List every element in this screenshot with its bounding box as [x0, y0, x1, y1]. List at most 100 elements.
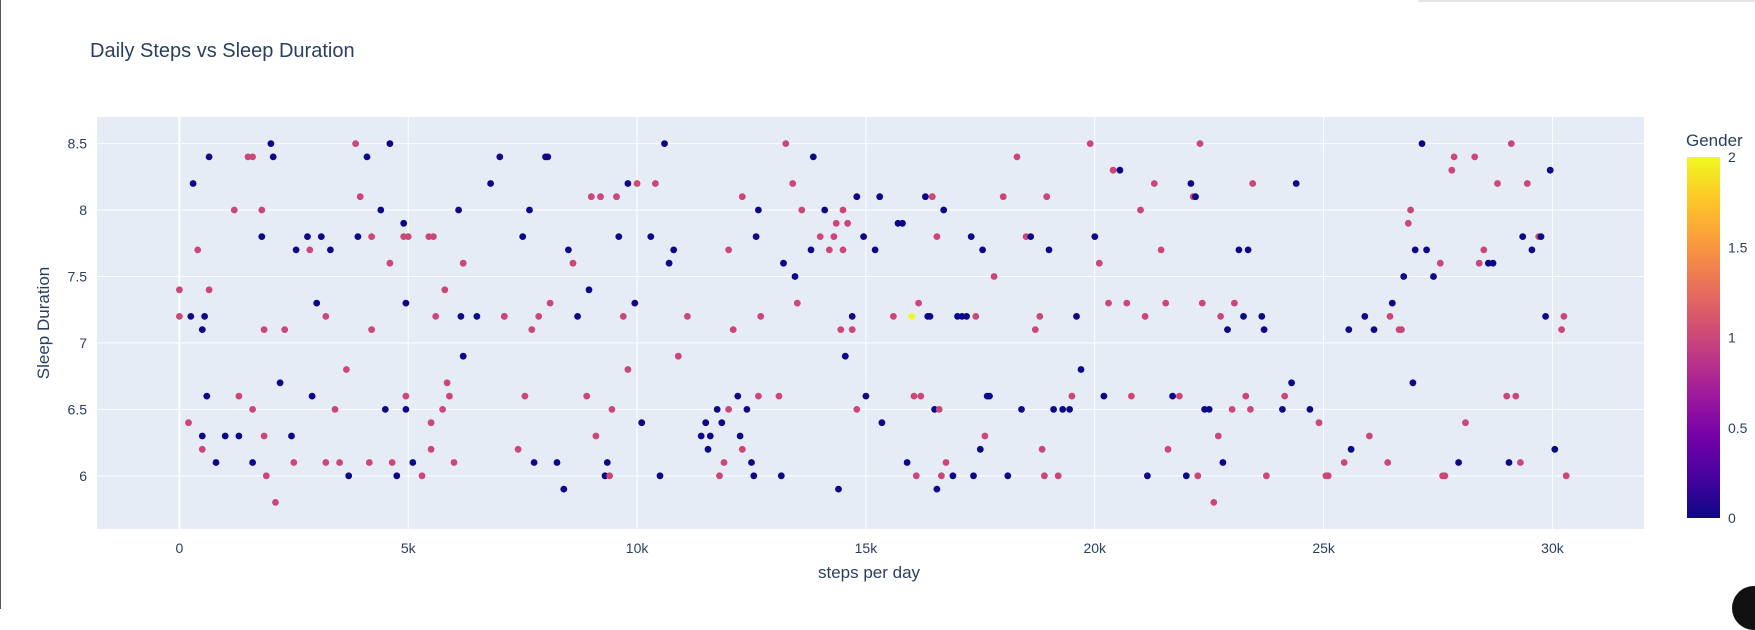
data-point[interactable] — [908, 313, 916, 320]
data-point[interactable] — [839, 206, 847, 214]
data-point[interactable] — [427, 419, 435, 427]
data-point[interactable] — [1400, 273, 1408, 280]
data-point[interactable] — [706, 432, 714, 440]
data-point[interactable] — [697, 432, 705, 440]
data-point[interactable] — [791, 273, 799, 280]
data-point[interactable] — [1123, 299, 1131, 307]
data-point[interactable] — [514, 445, 522, 453]
data-point[interactable] — [258, 233, 266, 241]
data-point[interactable] — [1418, 140, 1426, 148]
data-point[interactable] — [1231, 299, 1238, 307]
data-point[interactable] — [1187, 180, 1195, 187]
data-point[interactable] — [1528, 246, 1536, 254]
data-point[interactable] — [976, 445, 984, 453]
data-point[interactable] — [1210, 499, 1218, 506]
data-point[interactable] — [267, 140, 275, 148]
data-point[interactable] — [1517, 459, 1524, 466]
data-point[interactable] — [1013, 153, 1021, 161]
data-point[interactable] — [844, 219, 851, 227]
data-point[interactable] — [1560, 313, 1568, 320]
data-point[interactable] — [258, 206, 266, 214]
data-point[interactable] — [1523, 180, 1531, 187]
data-point[interactable] — [322, 459, 330, 466]
data-point[interactable] — [608, 406, 616, 413]
data-point[interactable] — [729, 326, 737, 333]
data-point[interactable] — [926, 313, 934, 320]
data-point[interactable] — [830, 233, 838, 241]
data-point[interactable] — [1249, 180, 1257, 187]
data-point[interactable] — [933, 233, 941, 241]
data-point[interactable] — [912, 472, 920, 480]
data-point[interactable] — [1036, 313, 1044, 320]
data-point[interactable] — [1423, 246, 1430, 254]
data-point[interactable] — [365, 459, 373, 466]
data-point[interactable] — [553, 459, 561, 466]
data-point[interactable] — [418, 472, 426, 480]
data-point[interactable] — [835, 485, 842, 493]
data-point[interactable] — [306, 246, 314, 254]
data-point[interactable] — [713, 406, 721, 413]
data-point[interactable] — [755, 392, 762, 400]
data-point[interactable] — [624, 366, 632, 373]
data-point[interactable] — [1551, 445, 1559, 453]
data-point[interactable] — [459, 352, 467, 360]
data-point[interactable] — [343, 366, 350, 373]
data-point[interactable] — [748, 459, 755, 466]
data-point[interactable] — [942, 459, 950, 466]
data-point[interactable] — [1292, 180, 1300, 187]
data-point[interactable] — [1192, 193, 1199, 201]
data-point[interactable] — [777, 472, 785, 480]
data-point[interactable] — [176, 286, 183, 294]
data-point[interactable] — [1407, 206, 1414, 214]
data-point[interactable] — [848, 326, 856, 333]
data-point[interactable] — [249, 459, 256, 466]
data-point[interactable] — [718, 419, 726, 427]
data-point[interactable] — [356, 193, 364, 201]
data-point[interactable] — [848, 313, 856, 320]
data-point[interactable] — [1198, 299, 1206, 307]
data-point[interactable] — [755, 206, 762, 214]
data-point[interactable] — [860, 233, 867, 241]
data-point[interactable] — [322, 313, 330, 320]
data-point[interactable] — [1214, 432, 1222, 440]
data-point[interactable] — [1100, 392, 1108, 400]
data-point[interactable] — [500, 313, 508, 320]
data-point[interactable] — [368, 326, 375, 333]
data-point[interactable] — [249, 406, 256, 413]
data-point[interactable] — [702, 419, 710, 427]
data-point[interactable] — [230, 206, 238, 214]
data-point[interactable] — [999, 193, 1007, 201]
data-point[interactable] — [1386, 313, 1394, 320]
data-point[interactable] — [1448, 166, 1456, 174]
data-point[interactable] — [201, 313, 209, 320]
data-point[interactable] — [1059, 406, 1067, 413]
data-point[interactable] — [1430, 273, 1437, 280]
data-point[interactable] — [720, 459, 728, 466]
data-point[interactable] — [606, 472, 613, 480]
data-point[interactable] — [327, 246, 334, 254]
data-point[interactable] — [1450, 153, 1458, 161]
data-point[interactable] — [990, 273, 998, 280]
data-point[interactable] — [1144, 472, 1151, 480]
data-point[interactable] — [272, 499, 279, 506]
data-point[interactable] — [1109, 166, 1117, 174]
data-point[interactable] — [1045, 246, 1053, 254]
data-point[interactable] — [981, 432, 989, 440]
data-point[interactable] — [837, 326, 845, 333]
data-point[interactable] — [922, 193, 929, 201]
data-point[interactable] — [979, 246, 986, 254]
data-point[interactable] — [1247, 406, 1254, 413]
data-point[interactable] — [352, 140, 359, 148]
data-point[interactable] — [1471, 153, 1479, 161]
data-point[interactable] — [1519, 233, 1527, 241]
data-point[interactable] — [613, 193, 620, 201]
data-point[interactable] — [535, 313, 543, 320]
data-point[interactable] — [940, 206, 948, 214]
data-point[interactable] — [427, 445, 435, 453]
data-point[interactable] — [587, 193, 595, 201]
data-point[interactable] — [1027, 233, 1035, 241]
data-point[interactable] — [1370, 326, 1378, 333]
data-point[interactable] — [260, 432, 268, 440]
data-point[interactable] — [1279, 406, 1286, 413]
data-point[interactable] — [212, 459, 220, 466]
